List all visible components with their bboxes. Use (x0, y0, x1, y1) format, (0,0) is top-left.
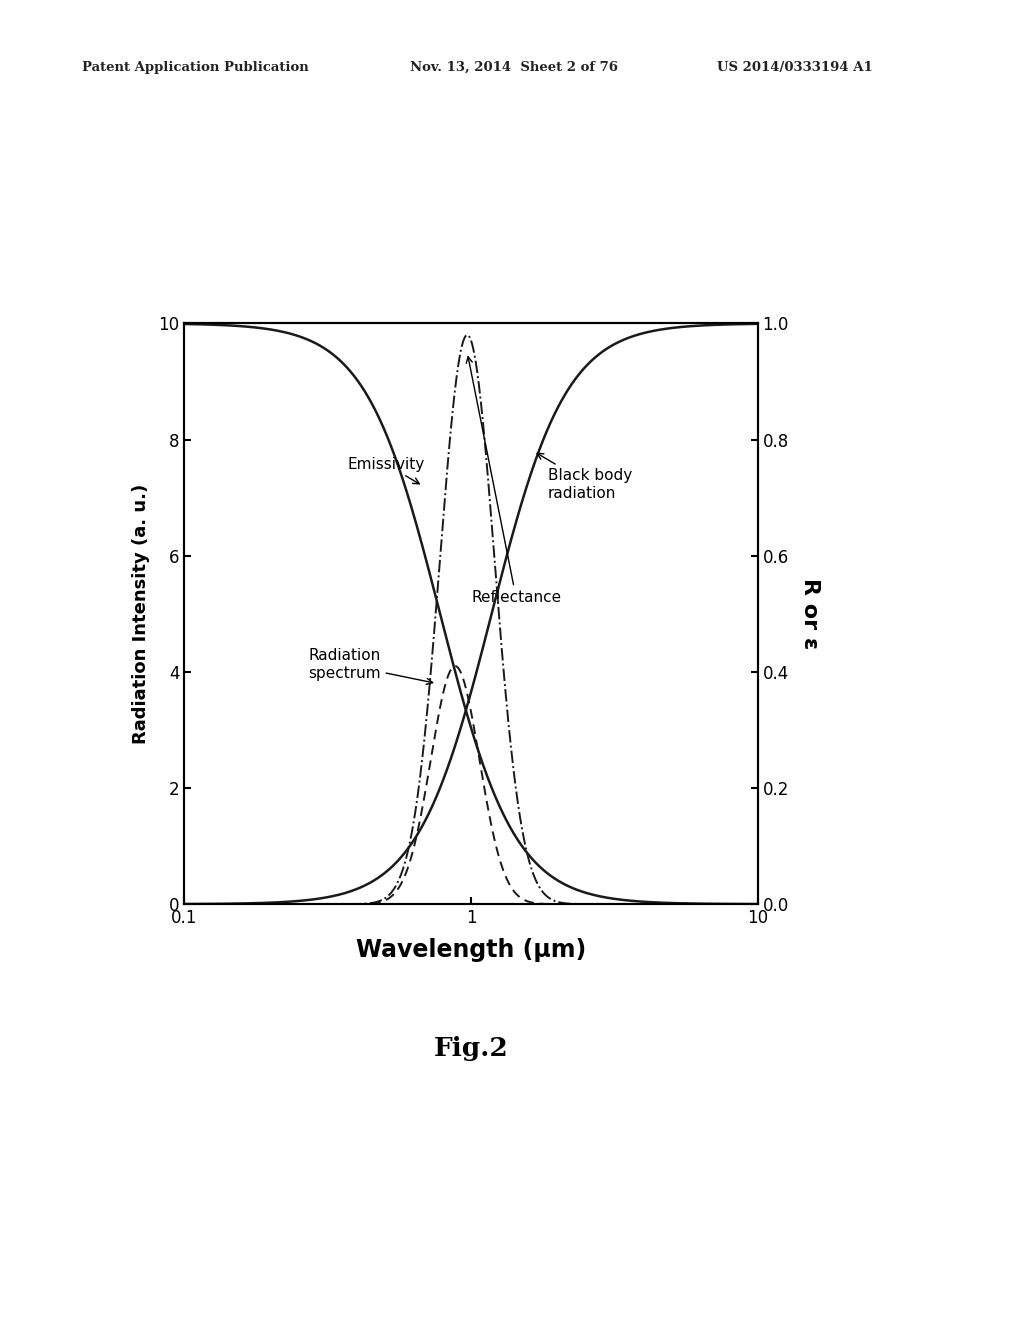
Text: Fig.2: Fig.2 (434, 1036, 508, 1061)
Y-axis label: Radiation Intensity (a. u.): Radiation Intensity (a. u.) (132, 483, 150, 744)
Text: Black body
radiation: Black body radiation (538, 453, 632, 500)
Text: Nov. 13, 2014  Sheet 2 of 76: Nov. 13, 2014 Sheet 2 of 76 (410, 61, 617, 74)
Y-axis label: R or ε: R or ε (800, 578, 819, 649)
Text: Emissivity: Emissivity (347, 457, 425, 484)
X-axis label: Wavelength (μm): Wavelength (μm) (356, 939, 586, 962)
Text: Reflectance: Reflectance (466, 356, 561, 605)
Text: US 2014/0333194 A1: US 2014/0333194 A1 (717, 61, 872, 74)
Text: Patent Application Publication: Patent Application Publication (82, 61, 308, 74)
Text: Radiation
spectrum: Radiation spectrum (308, 648, 432, 684)
